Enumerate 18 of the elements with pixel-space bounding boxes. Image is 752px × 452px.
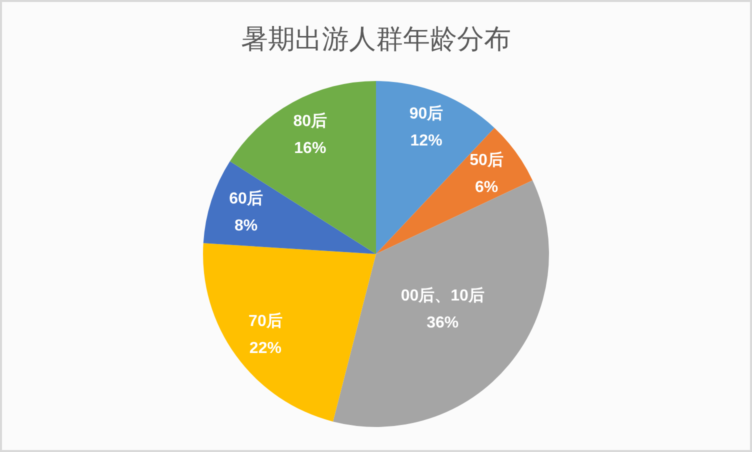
data-label: 22% — [249, 340, 282, 357]
slice-label: 60后 — [229, 189, 263, 208]
pie-slice — [230, 81, 376, 254]
data-label: 36% — [426, 314, 459, 332]
data-label: 8% — [234, 217, 258, 234]
slice-label: 80后 — [293, 112, 328, 130]
pie-slice — [376, 128, 533, 254]
pie-slice — [203, 161, 376, 254]
pie-slice — [203, 243, 376, 422]
data-label: 12% — [410, 132, 442, 150]
data-label: 6% — [475, 179, 498, 196]
slice-label: 70后 — [248, 312, 282, 330]
slice-label: 00后、10后 — [400, 286, 484, 305]
pie-slice — [332, 180, 549, 427]
slice-label: 90后 — [409, 104, 444, 122]
chart-title: 暑期出游人群年龄分布 — [241, 24, 511, 54]
data-label: 16% — [294, 140, 326, 157]
slice-label: 50后 — [470, 151, 504, 170]
